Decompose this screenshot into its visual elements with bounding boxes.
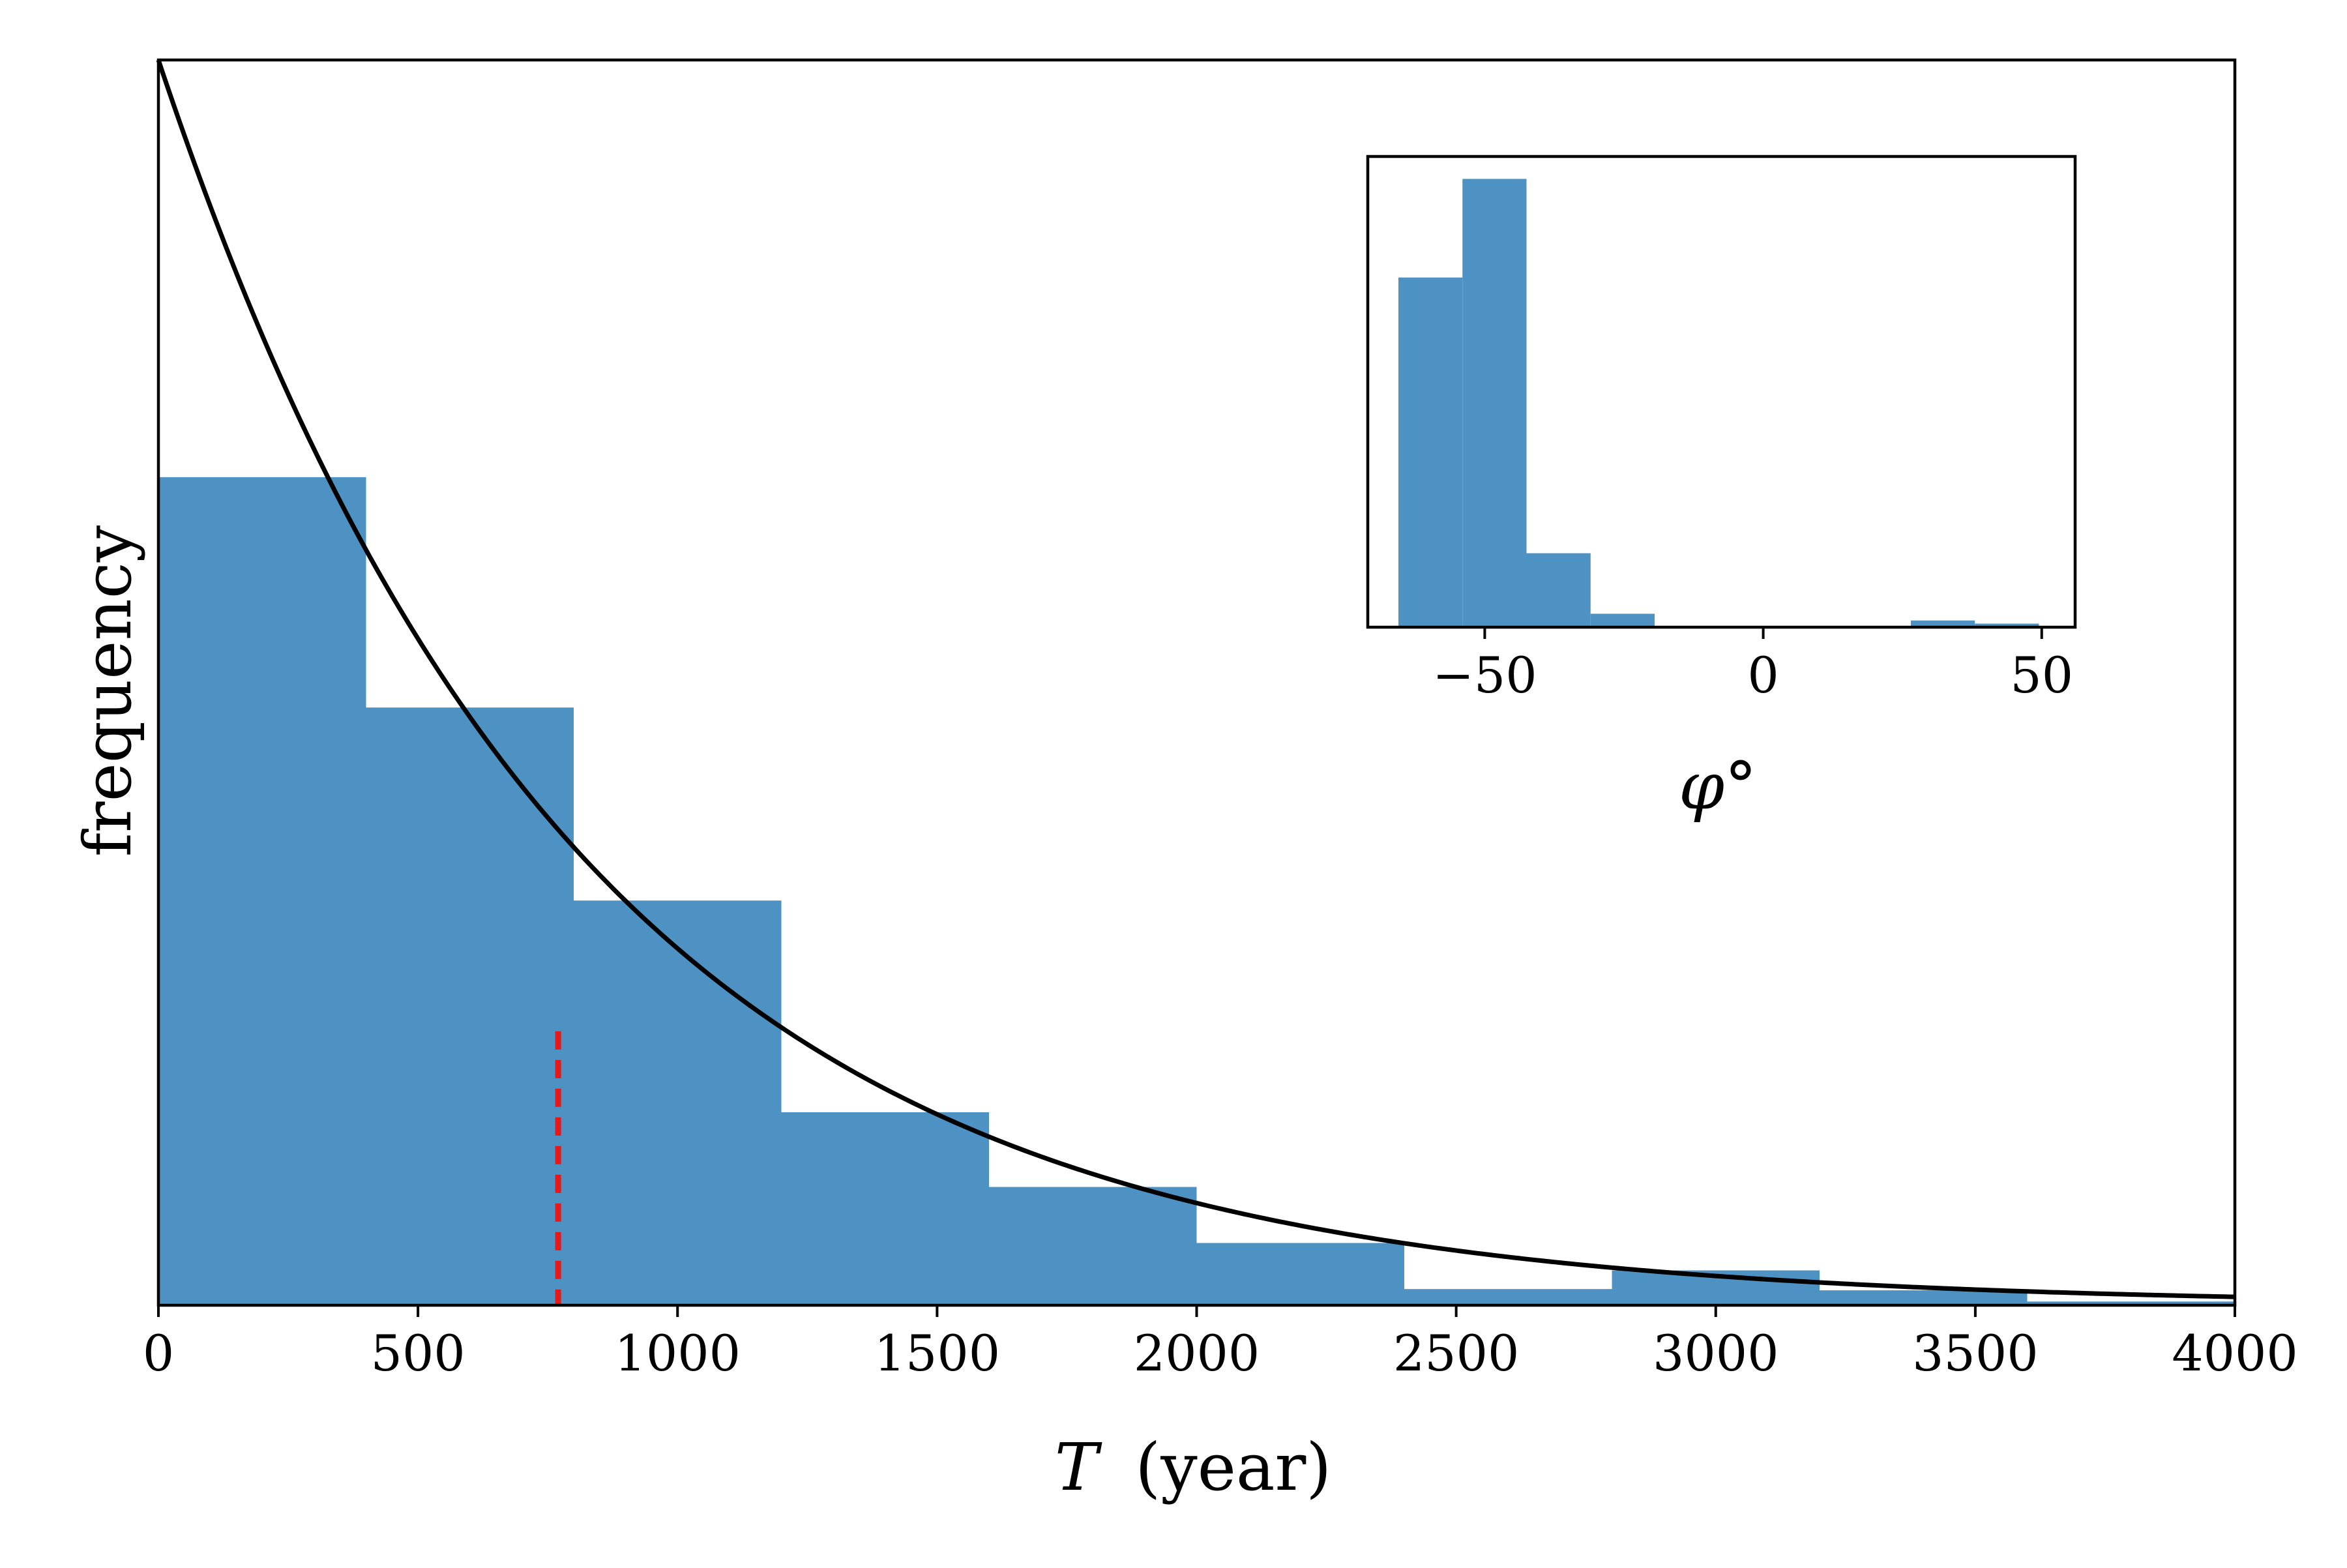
inset-plot-frame [1366, 155, 2077, 629]
x-tick-label: 500 [371, 1324, 465, 1382]
inset-plot: −50 0 50 [1366, 155, 2077, 704]
inset-bar [1590, 614, 1655, 627]
x-axis-label-unit: (year) [1135, 1429, 1331, 1505]
inset-x-tick-label: −50 [1432, 646, 1537, 704]
inset-x-axis-label: φ° [1679, 748, 1757, 824]
bar [366, 707, 574, 1305]
x-tick-label: 1000 [615, 1324, 741, 1382]
inset-x-tick-label: 0 [1747, 646, 1779, 704]
x-tick-label: 1500 [874, 1324, 1000, 1382]
y-axis-label: frequency [70, 525, 146, 857]
inset-bar [1462, 179, 1527, 627]
bar [574, 900, 782, 1305]
x-tick-label: 4000 [2172, 1324, 2297, 1382]
bar [1820, 1290, 2028, 1305]
inset-bar [1398, 277, 1463, 628]
bar [1196, 1243, 1404, 1305]
bar [158, 477, 366, 1305]
x-tick-label: 3000 [1653, 1324, 1779, 1382]
bar [2027, 1301, 2235, 1305]
x-tick-label: 3500 [1912, 1324, 2038, 1382]
x-axis-label: T (year) [1055, 1429, 1332, 1505]
main-plot: 0 500 1000 1500 2000 2500 3000 3500 4000 [143, 58, 2298, 1382]
bar [1404, 1289, 1612, 1305]
bar [989, 1187, 1197, 1305]
inset-x-tick-label: 50 [2010, 646, 2073, 704]
x-tick-label: 2000 [1134, 1324, 1260, 1382]
fit-curve [156, 59, 2236, 1299]
x-tick-label: 0 [143, 1324, 174, 1382]
inset-bar [1910, 620, 1975, 627]
inset-bar [1975, 623, 2039, 627]
x-axis-label-symbol: T [1055, 1429, 1102, 1505]
inset-bar [1526, 553, 1591, 627]
x-tick-label: 2500 [1393, 1324, 1519, 1382]
bar [781, 1112, 989, 1305]
